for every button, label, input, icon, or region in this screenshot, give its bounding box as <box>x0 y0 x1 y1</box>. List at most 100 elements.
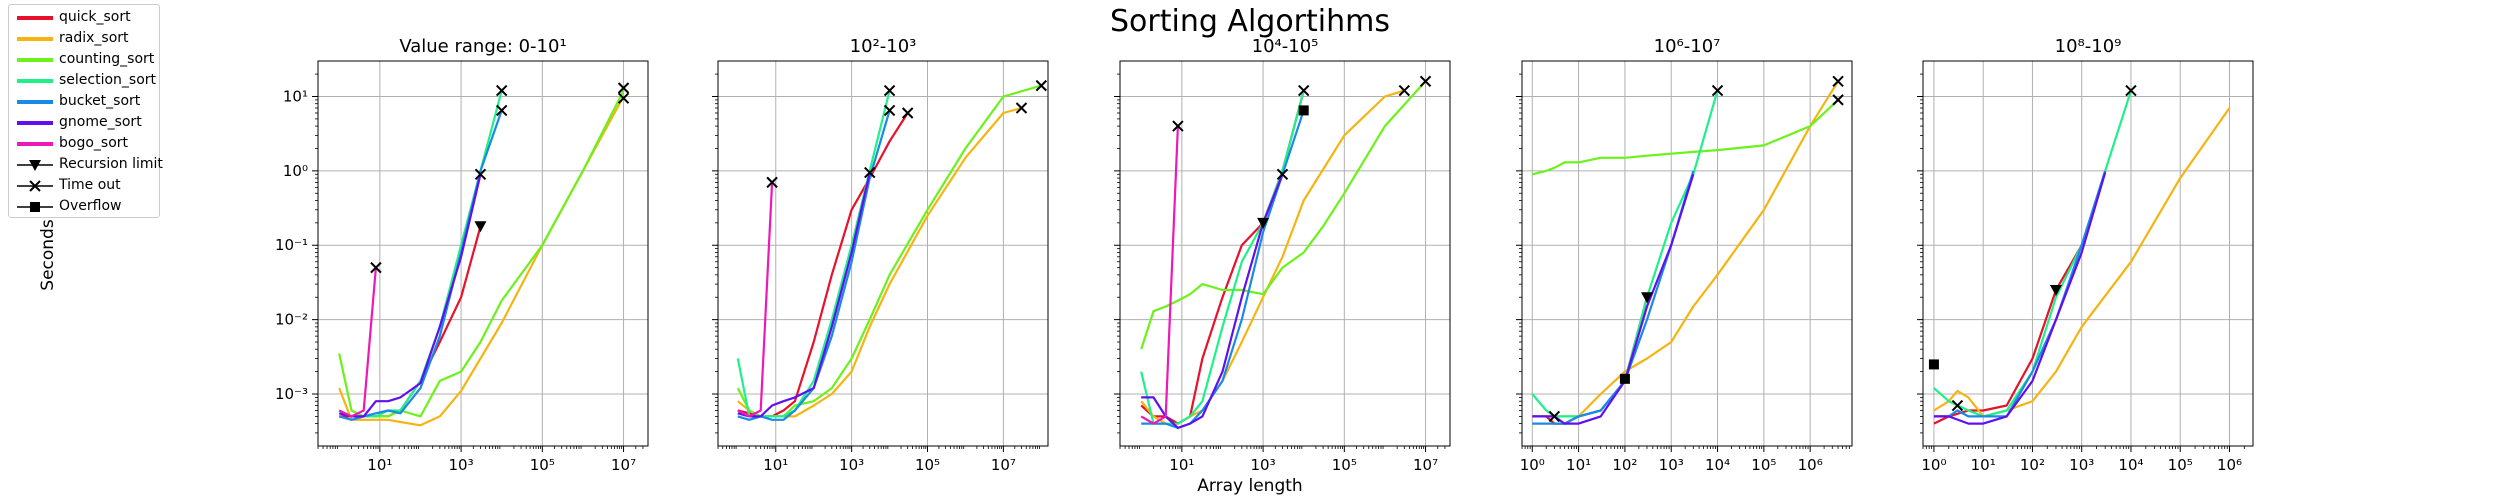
legend-label: gnome_sort <box>59 114 142 130</box>
subplot-title: 10²-10³ <box>850 36 917 57</box>
y-tick-label: 10⁻² <box>275 311 308 329</box>
x-tick-label: 10⁵ <box>915 456 940 474</box>
timeout-marker <box>883 84 896 97</box>
timeout-marker <box>1398 84 1411 97</box>
figure-title: Sorting Algortihms <box>1110 4 1390 39</box>
plot-frame <box>317 60 649 447</box>
timeout-marker <box>1035 79 1048 92</box>
legend-label: bucket_sort <box>59 93 141 109</box>
series-line-radix-sort <box>1140 89 1405 425</box>
series-line-bogo-sort <box>737 182 774 418</box>
legend-entry: counting_sort <box>15 50 155 71</box>
x-tick-label: 10⁵ <box>1332 456 1357 474</box>
timeout-marker <box>864 166 876 179</box>
timeout-marker <box>1276 168 1289 180</box>
subplot-2: 10¹ 10³ 10⁵ 10⁷ 10²-10³ <box>712 36 1049 474</box>
x-tick-label: 10⁶ <box>2217 456 2242 474</box>
legend-marker <box>29 180 41 192</box>
overflow-marker <box>1619 373 1630 384</box>
timeout-marker <box>495 104 508 117</box>
legend-label: Overflow <box>59 198 122 214</box>
series-line-quick-sort <box>1933 170 2107 425</box>
legend-swatch <box>17 142 53 146</box>
x-tick-label: 10⁵ <box>530 456 555 474</box>
legend-entry: gnome_sort <box>15 113 153 134</box>
series-line-selection-sort <box>338 90 503 418</box>
x-tick-label: 10⁰ <box>1921 456 1946 474</box>
legend-swatch <box>17 16 53 20</box>
overflow-marker <box>1928 359 1939 370</box>
legend-marker <box>30 202 40 212</box>
series-line-bucket-sort <box>338 110 503 421</box>
legend-label: selection_sort <box>59 72 157 88</box>
legend-swatch <box>17 100 53 104</box>
x-tick-label: 10¹ <box>1169 456 1194 474</box>
legend-swatch <box>17 121 53 125</box>
series-line-counting-sort <box>736 84 1042 418</box>
y-tick-label: 10¹ <box>283 87 308 105</box>
series-line-gnome-sort <box>737 172 871 418</box>
timeout-marker <box>1015 102 1028 114</box>
series-line-gnome-sort <box>338 174 482 418</box>
subplot-1: 10¹ 10³ 10⁵ 10⁷ 10⁻³ 10⁻² 10⁻¹ 10⁰ 10¹ Value rang… <box>275 36 649 474</box>
x-tick-label: 10³ <box>1659 456 1684 474</box>
x-tick-label: 10³ <box>839 456 864 474</box>
x-axis-label: Array length <box>1197 476 1303 496</box>
legend-swatch <box>17 79 53 83</box>
legend-swatch <box>17 180 53 192</box>
legend-entry: radix_sort <box>15 29 153 50</box>
subplot-title: 10⁴-10⁵ <box>1252 36 1319 57</box>
series-line-gnome-sort <box>1141 173 1284 429</box>
x-tick-label: 10⁷ <box>1413 456 1438 474</box>
series-line-bogo-sort <box>338 267 377 418</box>
x-tick-label: 10⁵ <box>1751 456 1776 474</box>
timeout-marker <box>883 104 896 117</box>
subplot-3: 10¹ 10³ 10⁵ 10⁷ 10⁴-10⁵ <box>1114 36 1451 474</box>
x-tick-label: 10¹ <box>763 456 788 474</box>
overflow-marker <box>1298 105 1309 116</box>
legend-label: Recursion limit <box>59 156 163 172</box>
x-tick-label: 10³ <box>449 456 474 474</box>
legend-label: counting_sort <box>59 51 155 67</box>
legend-label: radix_sort <box>59 30 129 46</box>
timeout-marker <box>1832 75 1844 88</box>
timeout-marker <box>1419 75 1432 88</box>
series-line-selection-sort <box>736 90 891 418</box>
recursion-limit-marker <box>474 221 487 233</box>
x-tick-label: 10⁵ <box>2168 456 2193 474</box>
x-tick-label: 10⁷ <box>991 456 1016 474</box>
legend-entry: Recursion limit <box>15 155 163 176</box>
x-tick-label: 10¹ <box>1971 456 1996 474</box>
series-group <box>736 84 1042 421</box>
series-line-bucket-sort <box>737 110 891 421</box>
x-tick-label: 10⁴ <box>2118 456 2143 474</box>
subplot-title: 10⁶-10⁷ <box>1654 36 1721 57</box>
legend-label: quick_sort <box>59 9 131 25</box>
x-tick-label: 10³ <box>1251 456 1276 474</box>
series-line-gnome-sort <box>1532 173 1695 425</box>
y-tick-label: 10⁻³ <box>275 385 308 403</box>
x-tick-label: 10¹ <box>367 456 392 474</box>
timeout-marker <box>766 176 778 189</box>
legend-label: Time out <box>59 177 121 193</box>
series-line-radix-sort <box>1933 107 2231 418</box>
timeout-marker <box>495 84 508 97</box>
timeout-marker <box>617 92 630 104</box>
timeout-marker <box>617 82 630 94</box>
x-tick-label: 10⁷ <box>611 456 636 474</box>
series-line-counting-sort <box>1532 99 1839 176</box>
recursion-limit-marker <box>2049 285 2062 297</box>
recursion-limit-marker <box>1257 217 1270 229</box>
series-line-bucket-sort <box>1141 110 1305 429</box>
series-group <box>1933 90 2231 425</box>
plot-frame <box>1521 60 1853 447</box>
plot-frame <box>1119 60 1451 447</box>
legend-entry: selection_sort <box>15 71 157 92</box>
series-group <box>1140 80 1427 429</box>
series-line-bucket-sort <box>1532 170 1695 425</box>
plot-frame <box>1922 60 2254 447</box>
timeout-marker <box>1172 120 1184 132</box>
